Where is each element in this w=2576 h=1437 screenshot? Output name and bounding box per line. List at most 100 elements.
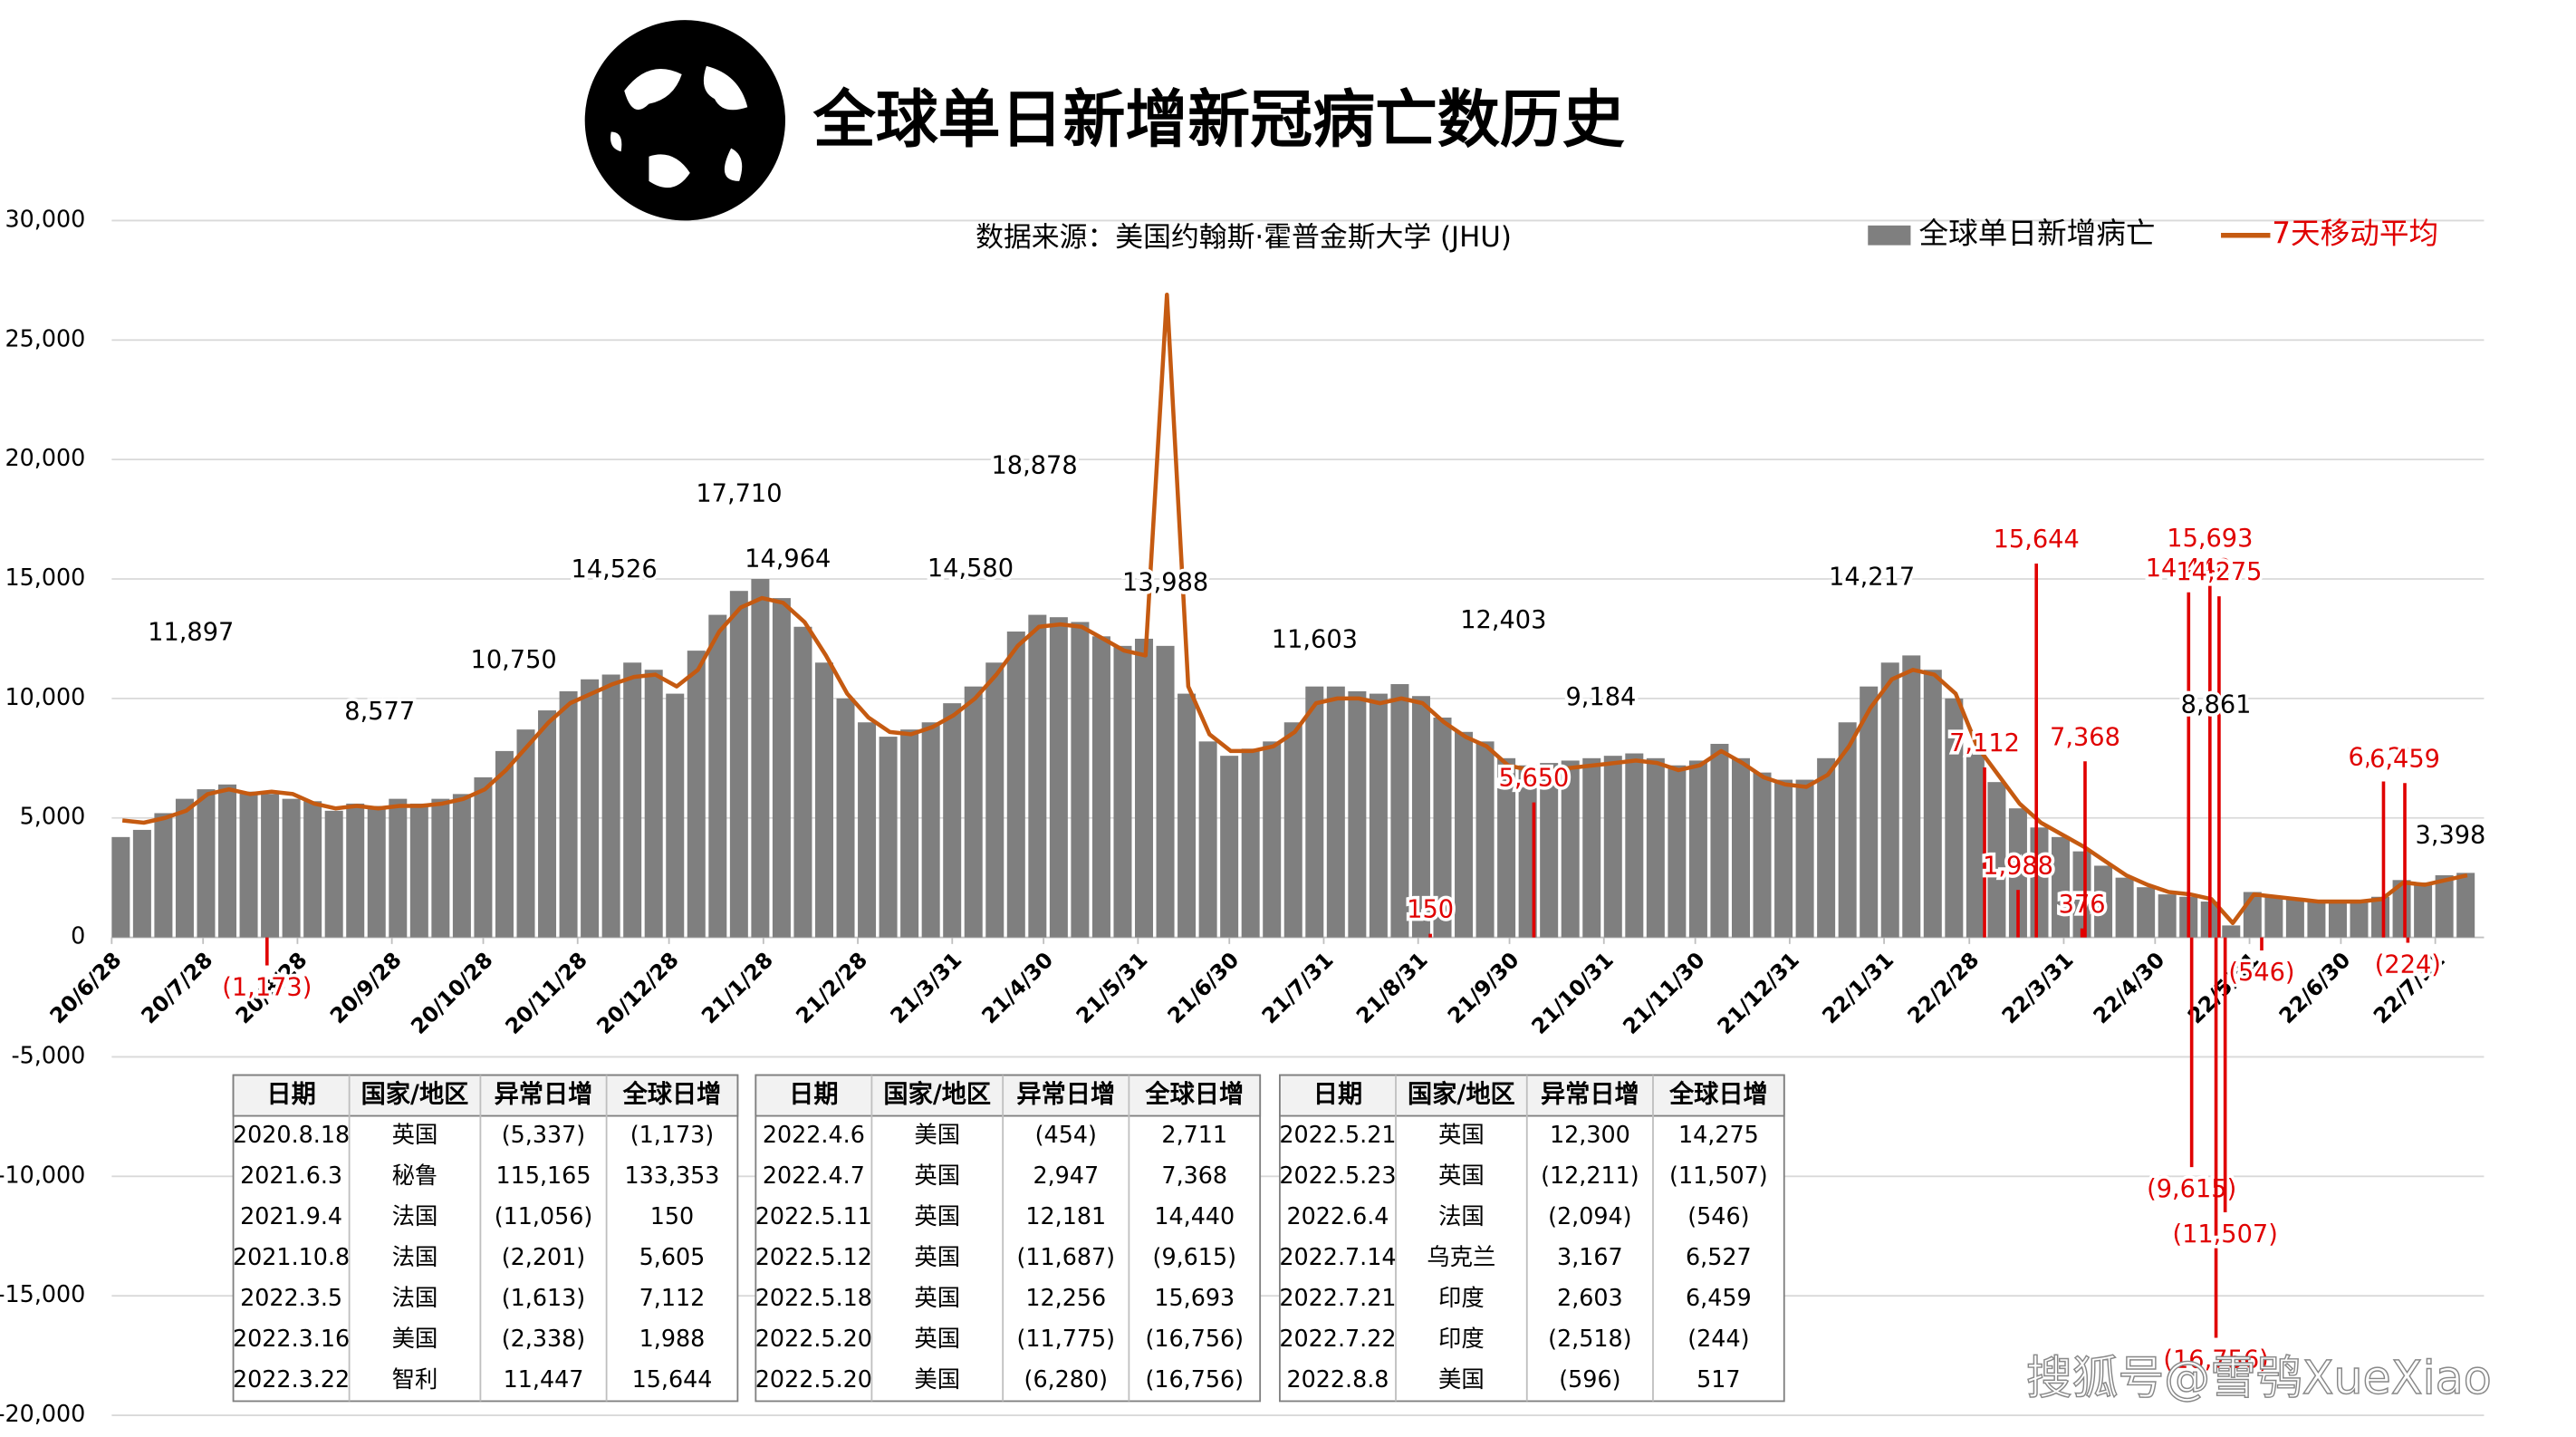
table-cell: 2022.5.20 bbox=[755, 1365, 872, 1393]
y-tick-label: 25,000 bbox=[5, 324, 86, 352]
peak-label: 18,878 bbox=[991, 451, 1077, 479]
table-header-cell: 日期 bbox=[1313, 1081, 1362, 1109]
table-header-bg bbox=[232, 1074, 739, 1117]
bar bbox=[197, 789, 216, 938]
table-cell: (11,687) bbox=[1016, 1243, 1115, 1270]
bar bbox=[303, 801, 322, 938]
chart-subtitle: 数据来源：美国约翰斯·霍普金斯大学 (JHU) bbox=[976, 221, 1512, 254]
table-cell: 英国 bbox=[914, 1243, 960, 1270]
bar bbox=[1923, 670, 1942, 938]
table-cell: 2022.3.22 bbox=[233, 1365, 350, 1393]
plot: (1,173) 150 5,650 7,112 1,988 15,644 376 7,368 1… bbox=[111, 292, 2489, 1377]
table-cell: 2022.4.7 bbox=[763, 1162, 865, 1189]
x-tick-label: 21/3/31 bbox=[885, 947, 966, 1028]
bar bbox=[772, 598, 791, 938]
bar bbox=[282, 798, 301, 938]
x-tick-label: 21/10/31 bbox=[1526, 947, 1619, 1039]
bar bbox=[1688, 760, 1707, 938]
table-header-cell: 全球日增 bbox=[1144, 1080, 1244, 1109]
table-cell: (6,280) bbox=[1024, 1365, 1108, 1393]
bar bbox=[1091, 636, 1110, 938]
peak-label: 11,603 bbox=[1272, 625, 1358, 653]
bar bbox=[2328, 902, 2347, 938]
bar bbox=[2435, 875, 2454, 938]
bar bbox=[1561, 760, 1580, 938]
bar bbox=[2264, 896, 2283, 938]
table-cell: 2022.7.14 bbox=[1279, 1243, 1396, 1270]
bar bbox=[431, 798, 450, 938]
bar bbox=[1731, 757, 1750, 938]
bar bbox=[2285, 899, 2304, 938]
table-cell: (11,507) bbox=[1669, 1162, 1768, 1189]
bar bbox=[1774, 779, 1793, 938]
anomaly-label: 15,693 bbox=[2167, 525, 2253, 553]
peak-label: 14,526 bbox=[572, 555, 658, 583]
bar bbox=[964, 686, 983, 938]
bar bbox=[921, 722, 940, 938]
bar bbox=[858, 722, 877, 938]
peak-label: 13,988 bbox=[1122, 568, 1208, 596]
table-header-cell: 全球日增 bbox=[1668, 1080, 1768, 1109]
table-cell: 2022.4.6 bbox=[763, 1121, 865, 1148]
table-cell: 英国 bbox=[1438, 1162, 1485, 1189]
anomaly-label: 150 bbox=[1407, 896, 1454, 924]
table-cell: (244) bbox=[1687, 1325, 1749, 1352]
bar bbox=[389, 798, 408, 938]
anomaly-label: 7,112 bbox=[1949, 729, 2020, 757]
x-tick-label: 20/7/28 bbox=[136, 947, 217, 1028]
table-cell: 英国 bbox=[392, 1121, 438, 1148]
bar bbox=[666, 693, 685, 938]
table-cell: (16,756) bbox=[1145, 1325, 1244, 1352]
x-tick-label: 21/6/30 bbox=[1162, 947, 1244, 1028]
x-tick-label: 21/5/31 bbox=[1072, 947, 1153, 1028]
anomaly-label: (224) bbox=[2375, 950, 2441, 979]
anomaly-label: (11,507) bbox=[2172, 1220, 2277, 1249]
bar bbox=[1860, 686, 1879, 938]
x-tick-label: 22/1/31 bbox=[1817, 947, 1898, 1028]
table-cell: (2,338) bbox=[502, 1325, 585, 1352]
table-cell: 美国 bbox=[392, 1325, 438, 1352]
chart-title: 全球单日新增新冠病亡数历史 bbox=[812, 83, 1625, 156]
peak-label: 14,217 bbox=[1829, 563, 1915, 591]
moving-average-line bbox=[121, 292, 2468, 926]
bar bbox=[1646, 757, 1665, 938]
bar bbox=[1283, 722, 1302, 938]
table-header-cell: 异常日增 bbox=[1016, 1080, 1115, 1109]
x-tick-label: 20/10/28 bbox=[406, 947, 498, 1039]
y-tick-label: 20,000 bbox=[5, 444, 86, 471]
peak-label: 10,750 bbox=[471, 646, 557, 674]
table-header-cell: 国家/地区 bbox=[883, 1080, 991, 1109]
table-header-cell: 全球日增 bbox=[622, 1080, 722, 1109]
table-header-bg bbox=[1279, 1074, 1785, 1117]
x-tick-label: 22/3/31 bbox=[1997, 947, 2079, 1028]
anomaly-label: 376 bbox=[2059, 891, 2106, 919]
bar bbox=[601, 674, 620, 938]
x-tick-label: 21/8/31 bbox=[1351, 947, 1433, 1028]
bar bbox=[2137, 887, 2156, 938]
bar bbox=[1177, 693, 1197, 938]
table-cell: 2022.5.18 bbox=[755, 1284, 872, 1311]
legend-label: 全球单日新增病亡 bbox=[1918, 217, 2155, 251]
bar bbox=[1198, 741, 1217, 938]
table-cell: 5,605 bbox=[639, 1243, 706, 1270]
table-cell: (454) bbox=[1035, 1121, 1097, 1148]
x-tick-label: 21/1/28 bbox=[697, 947, 778, 1028]
y-tick-label: 10,000 bbox=[5, 683, 86, 710]
bar bbox=[1156, 645, 1175, 938]
bar bbox=[708, 614, 727, 938]
bar bbox=[729, 591, 748, 938]
bar bbox=[1795, 779, 1814, 938]
table-cell: 12,300 bbox=[1550, 1121, 1630, 1148]
anomaly-label: (16,756) bbox=[2163, 1345, 2268, 1374]
table-header-cell: 国家/地区 bbox=[361, 1080, 469, 1109]
table-cell: 2021.10.8 bbox=[233, 1243, 350, 1270]
bar bbox=[1113, 645, 1132, 938]
x-tick-label: 21/4/30 bbox=[976, 947, 1058, 1028]
table-cell: (1,173) bbox=[630, 1121, 714, 1148]
table-cell: 115,165 bbox=[496, 1162, 591, 1189]
peak-label: 3,398 bbox=[2416, 822, 2486, 850]
bar bbox=[516, 729, 535, 938]
bar bbox=[409, 803, 428, 938]
y-tick-label: 15,000 bbox=[5, 564, 86, 591]
table-header-cell: 日期 bbox=[266, 1081, 315, 1109]
